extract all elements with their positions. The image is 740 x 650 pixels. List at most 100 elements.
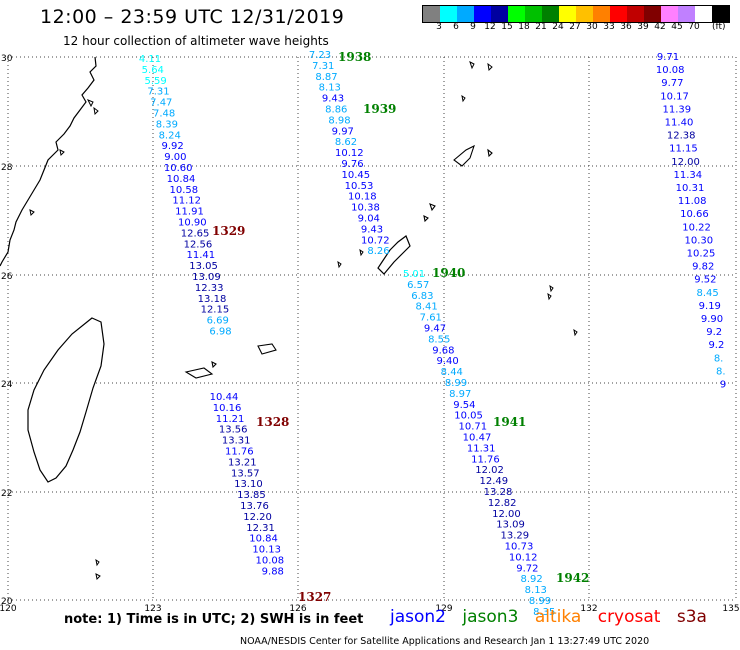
wave-height-value: 9.00: [164, 152, 186, 163]
wave-height-value: 10.71: [458, 422, 487, 433]
wave-height-value: 9.04: [358, 214, 380, 225]
track-pass: 5.016.576.838.417.619.478.559.689.408.44…: [403, 266, 555, 618]
color-bar-tick: 27: [569, 22, 581, 32]
pass-number: 1327: [298, 590, 331, 604]
wave-height-value: 9.43: [322, 94, 344, 105]
wave-height-value: 8.: [714, 353, 724, 364]
wave-height-value: 9.68: [432, 345, 454, 356]
color-swatch: [576, 6, 593, 22]
lat-label: 22: [1, 489, 12, 499]
wave-height-value: 13.29: [500, 531, 529, 542]
wave-height-value: 8.26: [367, 246, 389, 257]
track-pass: 1941: [493, 415, 526, 429]
color-bar-tick: 12: [484, 22, 496, 32]
wave-height-value: 10.53: [345, 181, 374, 192]
color-bar-tick: 21: [535, 22, 547, 32]
small-islets: [95, 248, 578, 581]
wave-height-value: 12.49: [479, 476, 508, 487]
map-subtitle: 12 hour collection of altimeter wave hei…: [63, 34, 329, 48]
wave-height-value: 11.21: [216, 414, 245, 425]
wave-height-value: 10.84: [249, 534, 278, 545]
wave-height-value: 8.13: [319, 83, 341, 94]
wave-height-value: 11.76: [225, 447, 254, 458]
wave-height-value: 10.12: [509, 552, 538, 563]
wave-height-value: 10.90: [178, 218, 207, 229]
lat-label: 30: [1, 54, 13, 64]
wave-height-value: 12.31: [246, 523, 275, 534]
amami-islands: [423, 144, 493, 223]
wave-height-value: 11.15: [669, 144, 698, 155]
wave-height-value: 9.90: [701, 314, 723, 325]
lat-label: 28: [1, 163, 13, 173]
lat-label: 26: [1, 272, 13, 282]
wave-height-value: 9.77: [661, 78, 683, 89]
china-islands: [29, 99, 99, 217]
wave-height-value: 8.35: [533, 607, 555, 618]
color-bar-ticks: 3 6 9 12 15 18 21 24 27 30 33 36 39 42 45 70: [422, 22, 728, 34]
wave-height-value: 13.05: [189, 261, 218, 272]
wave-height-value: 8.24: [159, 130, 181, 141]
wave-height-value: 8.99: [529, 596, 551, 607]
wave-height-value: 10.12: [335, 148, 364, 159]
wave-height-value: 5.64: [142, 65, 164, 76]
lon-label: 126: [289, 604, 306, 614]
pass-number: 1940: [432, 266, 465, 280]
wave-height-value: 6.57: [407, 280, 429, 291]
wave-height-value: 8.: [716, 366, 726, 377]
wave-height-value: 8.98: [328, 115, 350, 126]
pass-number: 1328: [256, 415, 289, 429]
wave-height-value: 10.44: [210, 392, 239, 403]
wave-height-value: 10.38: [351, 203, 380, 214]
track-pass: 1327: [298, 590, 331, 604]
wave-height-value: 8.13: [525, 585, 547, 596]
wave-height-value: 9.2: [706, 327, 722, 338]
color-swatch: [712, 6, 729, 22]
wave-height-value: 10.47: [463, 433, 492, 444]
legend-jason2: jason2: [390, 607, 446, 627]
color-swatch: [610, 6, 627, 22]
color-bar-tick: 30: [586, 22, 598, 32]
wave-height-value: 5.59: [144, 76, 166, 87]
credit-line: NOAA/NESDIS Center for Satellite Applica…: [240, 636, 650, 647]
wave-height-value: 13.09: [192, 272, 221, 283]
color-swatch: [423, 6, 440, 22]
wave-height-value: 12.00: [671, 157, 700, 168]
wave-height-value: 8.44: [441, 367, 463, 378]
lon-label: 120: [0, 604, 17, 614]
color-swatch: [508, 6, 525, 22]
footer-note: note: 1) Time is in UTC; 2) SWH is in fe…: [64, 612, 364, 627]
legend-cryosat: cryosat: [597, 607, 661, 627]
color-swatch: [695, 6, 712, 22]
wave-height-value: 10.18: [348, 192, 377, 203]
legend-altika: altika: [534, 607, 582, 627]
wave-height-value: 13.18: [198, 294, 227, 305]
wave-height-value: 13.57: [231, 468, 260, 479]
legend-s3a: s3a: [676, 607, 707, 627]
wave-height-value: 10.05: [454, 411, 483, 422]
wave-height-value: 10.16: [213, 403, 242, 414]
lat-label: 24: [1, 380, 13, 390]
color-bar-tick: 42: [654, 22, 666, 32]
wave-height-value: 10.08: [656, 65, 685, 76]
wave-height-value: 8.62: [335, 137, 357, 148]
wave-height-value: 10.58: [169, 185, 198, 196]
color-bar-tick: 3: [436, 22, 442, 32]
wave-height-value: 10.73: [505, 542, 534, 553]
color-bar-tick: 6: [453, 22, 459, 32]
coastlines: [0, 56, 578, 581]
color-bar-tick: 39: [637, 22, 649, 32]
satellite-tracks: 4.115.645.597.317.477.488.398.249.929.00…: [139, 50, 726, 618]
pass-number: 1942: [556, 571, 589, 585]
color-swatch: [542, 6, 559, 22]
wave-height-value: 8.55: [428, 334, 450, 345]
color-swatch: [491, 6, 508, 22]
color-bar-tick: 45: [671, 22, 683, 32]
wave-height-value: 9.54: [453, 400, 475, 411]
wave-height-value: 8.99: [445, 378, 467, 389]
wave-height-value: 13.31: [222, 436, 251, 447]
color-bar-tick: 24: [552, 22, 564, 32]
wave-height-value: 6.83: [411, 291, 433, 302]
wave-height-value: 9.72: [516, 563, 538, 574]
wave-height-value: 7.23: [309, 50, 331, 61]
wave-height-value: 5.01: [403, 269, 425, 280]
